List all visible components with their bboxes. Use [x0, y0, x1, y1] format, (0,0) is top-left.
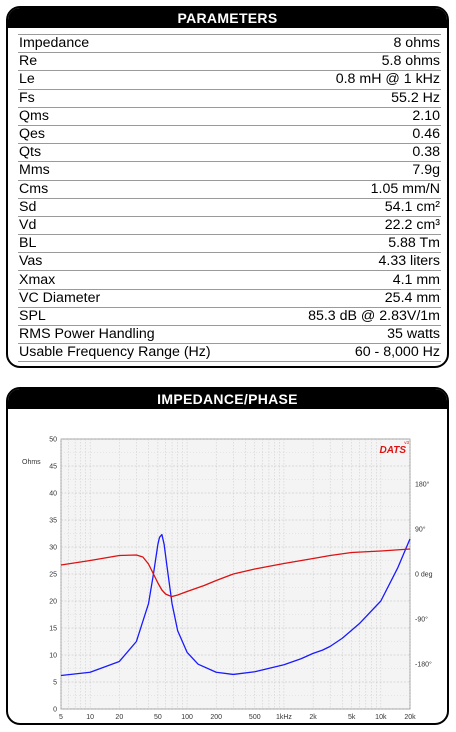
parameter-value: 85.3 dB @ 2.83V/1m	[268, 307, 441, 327]
parameter-row: Qes 0.46	[18, 125, 441, 145]
x-tick-label: 5	[59, 714, 63, 721]
y2-tick-label: -90°	[415, 616, 428, 624]
parameter-name: Re	[18, 52, 269, 72]
parameter-row: Le 0.8 mH @ 1 kHz	[18, 70, 441, 90]
parameter-row: Vas 4.33 liters	[18, 252, 441, 272]
parameter-name: Impedance	[18, 33, 269, 54]
parameter-name: Vd	[18, 216, 269, 236]
parameter-name: RMS Power Handling	[18, 325, 269, 345]
x-tick-label: 20	[115, 714, 123, 721]
parameter-row: Mms 7.9g	[18, 161, 441, 181]
parameter-value: 4.33 liters	[268, 252, 441, 272]
x-tick-label: 20k	[404, 714, 416, 721]
y-tick-label: 40	[49, 491, 57, 498]
x-tick-label: 2k	[309, 714, 317, 721]
parameter-name: Le	[18, 70, 269, 90]
parameter-name: SPL	[18, 307, 269, 327]
parameter-row: VC Diameter 25.4 mm	[18, 289, 441, 308]
parameter-name: Fs	[18, 89, 269, 108]
parameter-row: Xmax 4.1 mm	[18, 270, 441, 290]
parameter-row: Fs 55.2 Hz	[18, 89, 441, 108]
y2-tick-label: 180°	[415, 481, 430, 489]
parameter-value: 25.4 mm	[268, 289, 441, 308]
y-tick-label: 10	[49, 653, 57, 660]
parameter-name: Mms	[18, 161, 269, 181]
parameter-value: 60 - 8,000 Hz	[268, 343, 441, 363]
parameter-value: 1.05 mm/N	[268, 180, 441, 199]
x-tick-label: 100	[181, 714, 193, 721]
parameter-value: 5.8 ohms	[268, 52, 441, 72]
parameters-panel: PARAMETERS Impedance 8 ohms Re 5.8 ohms Le 0.…	[6, 6, 449, 368]
brand-version: v3	[404, 440, 409, 445]
parameter-value: 4.1 mm	[268, 270, 441, 290]
parameter-value: 2.10	[268, 107, 441, 126]
chart-title: IMPEDANCE/PHASE	[8, 389, 447, 409]
impedance-curve	[60, 533, 411, 677]
y2-tick-label: 0 deg	[415, 572, 433, 579]
parameter-value: 0.46	[268, 125, 441, 145]
parameter-row: Re 5.8 ohms	[18, 52, 441, 72]
y-tick-label: 20	[49, 599, 57, 606]
parameter-row: Cms 1.05 mm/N	[18, 180, 441, 199]
parameter-row: Vd 22.2 cm³	[18, 216, 441, 236]
x-tick-label: 5k	[348, 714, 356, 721]
parameter-value: 5.88 Tm	[268, 234, 441, 254]
x-tick-label: 1kHz	[276, 714, 292, 721]
parameter-row: SPL 85.3 dB @ 2.83V/1m	[18, 307, 441, 327]
parameters-title: PARAMETERS	[8, 8, 447, 28]
impedance-phase-panel: IMPEDANCE/PHASE 0 5 10 15 20 25 30 35 40 45 50 5 10 2…	[6, 387, 449, 725]
parameter-value: 35 watts	[268, 325, 441, 345]
parameter-name: Usable Frequency Range (Hz)	[18, 343, 269, 363]
parameter-name: Vas	[18, 252, 269, 272]
parameter-value: 7.9g	[268, 161, 441, 181]
y-tick-label: 25	[49, 572, 57, 579]
parameter-name: Qes	[18, 125, 269, 145]
y2-tick-label: -180°	[415, 661, 432, 669]
parameter-value: 0.8 mH @ 1 kHz	[268, 70, 441, 90]
parameter-value: 54.1 cm²	[268, 198, 441, 217]
parameter-value: 55.2 Hz	[268, 89, 441, 108]
y-tick-label: 35	[49, 518, 57, 525]
parameter-value: 8 ohms	[268, 33, 441, 54]
parameter-name: Cms	[18, 180, 269, 199]
parameter-row: Qts 0.38	[18, 143, 441, 163]
x-tick-label: 500	[249, 714, 261, 721]
x-tick-label: 200	[210, 714, 222, 721]
parameter-value: 22.2 cm³	[268, 216, 441, 236]
y2-tick-label: 90°	[415, 526, 426, 534]
parameter-row: Usable Frequency Range (Hz) 60 - 8,000 Hz	[18, 343, 441, 363]
parameter-name: Qts	[18, 143, 269, 163]
y-tick-label: 45	[49, 464, 57, 471]
parameter-row: Sd 54.1 cm²	[18, 198, 441, 217]
y-tick-label: 0	[53, 707, 57, 714]
parameter-row: Impedance 8 ohms	[18, 33, 441, 54]
y-axis-label: Ohms	[22, 459, 41, 466]
y-tick-label: 50	[49, 437, 57, 444]
y-tick-label: 30	[49, 545, 57, 552]
parameter-name: Sd	[18, 198, 269, 217]
y-tick-label: 5	[53, 680, 57, 687]
x-tick-label: 10	[86, 714, 94, 721]
parameter-name: BL	[18, 234, 269, 254]
x-tick-label: 50	[154, 714, 162, 721]
x-tick-label: 10k	[375, 714, 387, 721]
parameter-row: RMS Power Handling 35 watts	[18, 325, 441, 345]
brand-label: DATS	[380, 445, 407, 456]
parameter-value: 0.38	[268, 143, 441, 163]
phase-curve	[60, 548, 411, 598]
parameter-name: VC Diameter	[18, 289, 269, 308]
parameter-row: Qms 2.10	[18, 107, 441, 126]
parameter-name: Qms	[18, 107, 269, 126]
parameter-name: Xmax	[18, 270, 269, 290]
y-tick-label: 15	[49, 626, 57, 633]
parameter-row: BL 5.88 Tm	[18, 234, 441, 254]
parameters-table: Impedance 8 ohms Re 5.8 ohms Le 0.8 mH @ 1 kH…	[18, 33, 441, 363]
